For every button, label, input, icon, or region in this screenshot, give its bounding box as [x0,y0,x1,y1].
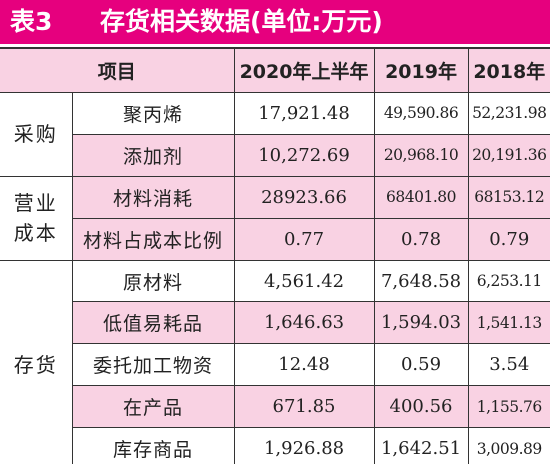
cell-2020: 1,926.88 [233,427,375,464]
cell-2019: 20,968.10 [373,133,469,177]
cell-2019: 68401.80 [373,175,469,219]
header-2019: 2019年 [373,47,469,93]
header-row: 项目 2020年上半年 2019年 2018年 [0,47,550,93]
cell-2018: 6,253.11 [467,259,550,303]
table-row: 采购 聚丙烯 17,921.48 49,590.86 52,231.98 [0,92,550,177]
cell-2020: 17,921.48 [233,92,375,135]
cell-2020: 10,272.69 [233,133,375,177]
cell-2019: 1,642.51 [373,427,469,464]
table-row: 库存商品 1,926.88 1,642.51 3,009.89 [0,427,550,464]
cell-2018: 20,191.36 [467,133,550,177]
group-inventory: 存货 [0,259,73,464]
row-item: 低值易耗品 [72,301,235,345]
table-row: 材料占成本比例 0.77 0.78 0.79 [0,217,550,261]
cell-2020: 0.77 [233,217,375,261]
cell-2019: 7,648.58 [373,259,469,303]
row-item: 材料占成本比例 [72,217,235,261]
cell-2020: 1,646.63 [233,301,375,345]
table-row: 在产品 671.85 400.56 1,155.76 [0,385,550,429]
cell-2019: 400.56 [373,385,469,429]
row-item: 材料消耗 [71,175,235,219]
header-2020h1: 2020年上半年 [233,47,375,93]
cell-2018: 0.79 [467,217,550,261]
row-item: 添加剂 [72,133,235,177]
table-row: 委托加工物资 12.48 0.59 3.54 [0,343,550,387]
cell-2019: 49,590.86 [373,92,469,135]
table-title: 存货相关数据(单位:万元) [100,7,383,36]
cell-2020: 28923.66 [233,175,375,219]
cell-2018: 3,009.89 [467,427,550,464]
row-item: 聚丙烯 [71,92,235,135]
cell-2019: 1,594.03 [373,301,469,345]
group-purchase: 采购 [0,92,73,177]
header-item: 项目 [0,47,235,93]
cell-2020: 671.85 [233,385,375,429]
title-bar: 表3 存货相关数据(单位:万元) [0,0,550,44]
table-row: 营业 成本 材料消耗 28923.66 68401.80 68153.12 [0,175,550,261]
cell-2018: 1,155.76 [467,385,550,429]
cell-2018: 52,231.98 [467,92,550,135]
table-row: 添加剂 10,272.69 20,968.10 20,191.36 [0,133,550,177]
row-item: 在产品 [72,385,235,429]
table-number: 表3 [10,7,53,36]
row-item: 原材料 [71,259,235,303]
cell-2018: 68153.12 [467,175,550,219]
group-operating-cost: 营业 成本 [0,175,73,261]
cell-2020: 4,561.42 [233,259,375,303]
inventory-table: 项目 2020年上半年 2019年 2018年 采购 聚丙烯 17,921.48… [0,47,550,464]
cell-2018: 1,541.13 [467,301,550,345]
table-row: 存货 原材料 4,561.42 7,648.58 6,253.11 [0,259,550,464]
cell-2019: 0.59 [373,343,469,387]
cell-2019: 0.78 [373,217,469,261]
row-item: 委托加工物资 [72,343,235,387]
cell-2020: 12.48 [233,343,375,387]
cell-2018: 3.54 [467,343,550,387]
header-2018: 2018年 [467,47,550,93]
table-row: 低值易耗品 1,646.63 1,594.03 1,541.13 [0,301,550,345]
row-item: 库存商品 [72,427,235,464]
